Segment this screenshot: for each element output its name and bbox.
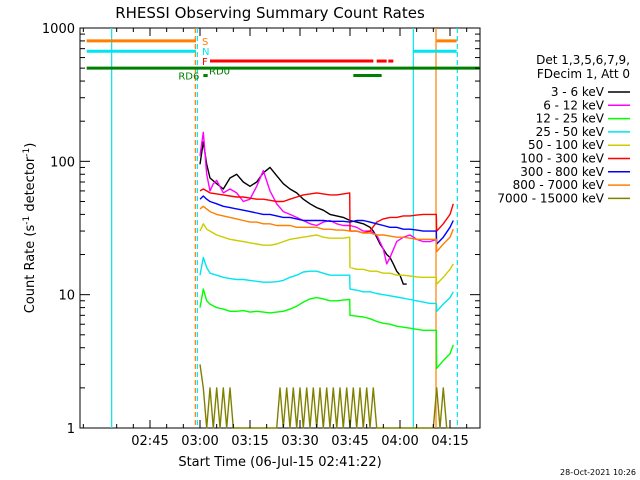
x-tick-label-3: 03:30 <box>281 434 318 449</box>
y-tick-label-1: 10 <box>58 289 75 304</box>
footer-date: 28-Oct-2021 10:26 <box>560 468 636 477</box>
legend: Det 1,3,5,6,7,9, FDecim 1, Att 0 3 - 6 k… <box>497 53 630 205</box>
plot-frame <box>79 27 481 429</box>
vertical-markers <box>111 28 458 428</box>
flag-label-4: RD6 <box>178 72 199 83</box>
x-tick-label-1: 03:00 <box>181 434 218 449</box>
flag-label-2: F <box>202 57 208 68</box>
series-line-0 <box>199 141 407 285</box>
series-line-4 <box>199 223 454 285</box>
y-tick-label-0: 1 <box>67 422 75 437</box>
flag-label-0: S <box>202 37 208 48</box>
y-axis-label-main: Count Rate (s <box>23 225 38 314</box>
series-line-7 <box>199 205 454 253</box>
series-line-3 <box>199 256 454 312</box>
y-axis-label-end: ) <box>23 143 38 148</box>
y-axis: 1 10 100 1000 <box>42 22 480 437</box>
series-line-5 <box>199 188 454 234</box>
series-line-2 <box>199 288 454 370</box>
legend-label-7: 800 - 7000 keV <box>513 178 605 192</box>
x-axis-label: Start Time (06-Jul-15 02:41:22) <box>178 455 381 470</box>
legend-label-6: 300 - 800 keV <box>520 165 604 179</box>
chart-title: RHESSI Observing Summary Count Rates <box>115 4 425 22</box>
legend-label-0: 3 - 6 keV <box>551 85 605 99</box>
series-line-1 <box>199 131 437 265</box>
y-axis-label: Count Rate (s-1 detector-1) <box>22 143 38 314</box>
y-tick-label-3: 1000 <box>42 22 75 37</box>
x-tick-label-6: 04:15 <box>431 434 468 449</box>
legend-label-4: 50 - 100 keV <box>528 138 605 152</box>
y-tick-label-2: 100 <box>50 155 75 170</box>
legend-label-2: 12 - 25 keV <box>536 112 605 126</box>
legend-header-2: FDecim 1, Att 0 <box>537 67 630 81</box>
legend-label-8: 7000 - 15000 keV <box>497 191 604 205</box>
x-tick-label-4: 03:45 <box>331 434 368 449</box>
legend-header-1: Det 1,3,5,6,7,9, <box>536 53 630 67</box>
x-tick-label-5: 04:00 <box>381 434 418 449</box>
series-line-6 <box>199 195 454 245</box>
legend-label-3: 25 - 50 keV <box>536 125 605 139</box>
legend-label-5: 100 - 300 keV <box>520 152 604 166</box>
legend-label-1: 6 - 12 keV <box>543 98 605 112</box>
y-axis-label-sup1: -1 <box>22 216 32 225</box>
x-tick-label-2: 03:15 <box>231 434 268 449</box>
x-axis: 02:45 03:00 03:15 03:30 03:45 04:00 04:15 <box>82 28 469 449</box>
x-tick-label-0: 02:45 <box>131 434 168 449</box>
series-line-8 <box>199 364 450 429</box>
flag-label-5: RD0 <box>209 67 230 78</box>
flag-label-1: N <box>202 47 209 58</box>
y-axis-label-sup2: -1 <box>22 148 32 157</box>
series-layer <box>199 131 454 429</box>
y-axis-label-mid: detector <box>23 156 38 216</box>
